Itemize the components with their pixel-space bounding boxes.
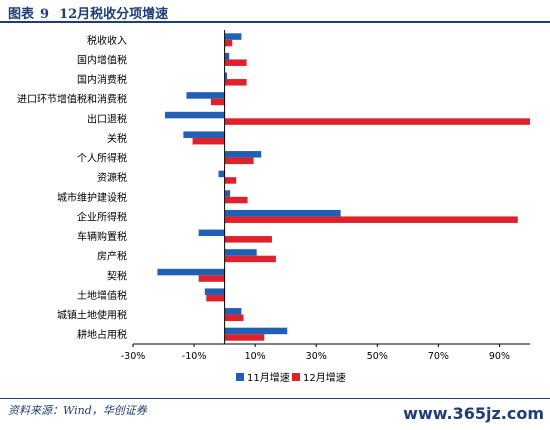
bars	[157, 33, 530, 341]
legend: 11月增速 12月增速	[236, 371, 346, 384]
bar-nov	[224, 327, 288, 335]
x-tick-label: 70%	[428, 351, 449, 362]
figure-label: 图表	[8, 7, 35, 22]
bar-dec	[224, 79, 247, 86]
category-label: 城镇土地使用税	[57, 309, 127, 322]
bar-nov	[186, 92, 225, 99]
bar-nov	[224, 33, 242, 40]
x-tick-label: -30%	[121, 351, 146, 362]
bar-dec	[224, 118, 530, 125]
x-tick-label: 10%	[245, 351, 266, 362]
bar-dec	[224, 334, 265, 341]
watermark: www.365jz.com	[403, 404, 544, 423]
figure-number: 9	[40, 7, 50, 22]
bar-dec	[224, 236, 272, 243]
bar-dec	[210, 98, 225, 106]
bar-dec	[206, 294, 225, 302]
category-label: 企业所得税	[77, 210, 127, 223]
chart-title: 图表 9 12月税收分项增速	[8, 3, 168, 22]
legend-swatch-nov	[236, 373, 244, 381]
legend-swatch-dec	[292, 373, 300, 381]
bar-nov	[224, 249, 257, 256]
bar-dec	[224, 39, 233, 47]
x-tick-label: -10%	[182, 351, 207, 362]
category-label: 个人所得税	[77, 152, 127, 165]
x-tick-labels: -30% -10% 10% 30% 50% 70% 90%	[121, 351, 510, 362]
bar-nov	[204, 288, 225, 295]
footer-rule	[0, 398, 550, 399]
bar-nov	[224, 52, 230, 60]
bar-dec	[224, 177, 237, 184]
category-label: 进口环节增值税和消费税	[17, 93, 127, 106]
legend-label-nov: 11月增速	[247, 371, 290, 384]
bar-nov	[198, 229, 225, 237]
bar-dec	[192, 137, 225, 145]
category-label: 契税	[107, 269, 127, 282]
x-tick-label: 90%	[489, 351, 510, 362]
category-label: 房产税	[97, 250, 127, 263]
bar-chart: 税收收入国内增值税国内消费税进口环节增值税和消费税出口退税关税个人所得税资源税城…	[17, 30, 530, 384]
category-label: 关税	[107, 132, 127, 145]
title-rule	[0, 21, 550, 23]
category-labels: 税收收入国内增值税国内消费税进口环节增值税和消费税出口退税关税个人所得税资源税城…	[17, 34, 127, 341]
x-tick-label: 30%	[306, 351, 327, 362]
bar-nov	[165, 111, 225, 119]
bar-dec	[224, 314, 244, 322]
category-label: 资源税	[97, 171, 127, 184]
category-label: 税收收入	[87, 34, 127, 47]
bar-nov	[218, 170, 225, 178]
bar-nov	[224, 209, 341, 217]
source-note: 资料来源：Wind，华创证券	[8, 404, 147, 417]
legend-label-dec: 12月增速	[303, 371, 346, 384]
bar-dec	[198, 275, 225, 282]
bar-nov	[183, 131, 225, 138]
bar-nov	[224, 308, 242, 315]
x-tick-label: 50%	[367, 351, 388, 362]
bar-dec	[224, 157, 254, 165]
bar-dec	[224, 196, 248, 204]
bar-nov	[224, 151, 262, 158]
axes	[132, 30, 530, 347]
bar-nov	[224, 72, 228, 80]
bar-dec	[224, 255, 276, 263]
category-label: 出口退税	[87, 112, 127, 125]
category-label: 耕地占用税	[77, 328, 127, 341]
category-label: 国内消费税	[77, 73, 127, 86]
bar-nov	[224, 190, 231, 197]
category-label: 国内增值税	[77, 53, 127, 66]
bar-dec	[224, 59, 247, 66]
category-label: 城市维护建设税	[57, 191, 127, 204]
category-label: 车辆购置税	[77, 230, 127, 243]
bar-nov	[157, 268, 225, 276]
category-label: 土地增值税	[77, 289, 127, 302]
figure-title: 12月税收分项增速	[59, 7, 169, 22]
bar-dec	[224, 216, 518, 223]
